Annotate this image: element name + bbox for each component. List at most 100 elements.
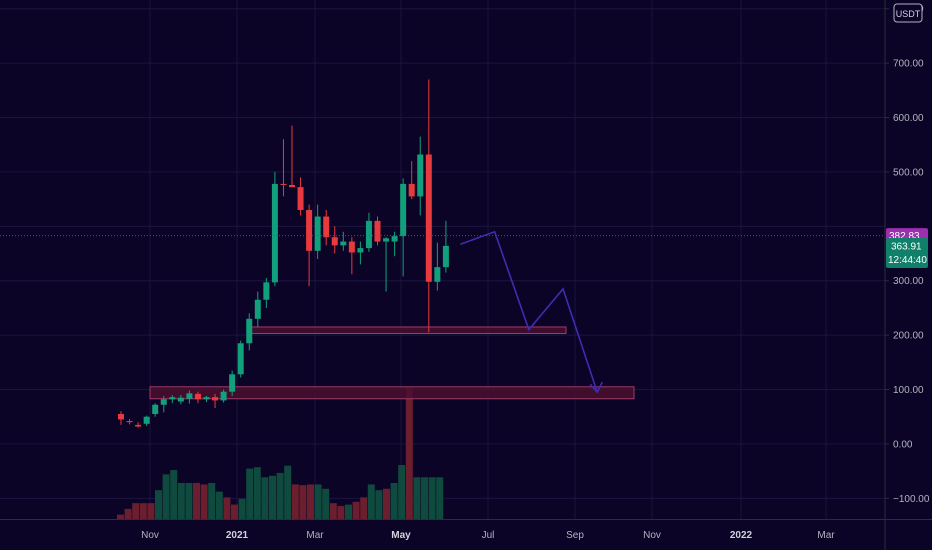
candle <box>306 204 313 287</box>
candle <box>400 178 407 277</box>
candle <box>340 231 347 251</box>
price-tick-label: −100.00 <box>893 494 930 505</box>
candle-body <box>263 282 270 300</box>
candle-body <box>434 267 441 282</box>
candle <box>254 291 261 327</box>
volume-bar <box>329 503 337 519</box>
support-zone <box>149 386 635 400</box>
candle-body <box>383 238 390 242</box>
volume-bar <box>147 503 155 519</box>
candle-body <box>212 397 219 401</box>
candle <box>152 403 159 417</box>
candle-body <box>271 183 278 283</box>
candle-body <box>194 393 201 400</box>
candle <box>263 278 270 308</box>
volume-bar <box>337 506 345 519</box>
candle-body <box>331 237 338 246</box>
candle <box>408 161 415 200</box>
candle <box>177 394 184 405</box>
projection-path[interactable] <box>460 230 599 393</box>
support-zone <box>246 326 567 334</box>
candle <box>323 210 330 246</box>
candle <box>374 216 381 246</box>
candle <box>118 411 124 425</box>
time-tick-label: 2022 <box>730 530 753 541</box>
time-tick-label: Sep <box>566 530 584 541</box>
candle <box>289 125 295 188</box>
candle-body <box>169 397 176 400</box>
candle <box>212 393 219 409</box>
candle-body <box>203 397 210 400</box>
price-unit-badge[interactable]: USDT <box>893 3 923 23</box>
countdown-label: 12:44:40 <box>888 255 927 266</box>
volume-bar <box>375 490 383 519</box>
last-price-label: 363.91 <box>891 241 922 252</box>
price-tick-label: 600.00 <box>893 113 924 124</box>
volume-bar <box>246 468 254 519</box>
candle-body <box>297 187 304 211</box>
candle <box>425 79 432 333</box>
time-tick-label: Nov <box>141 530 159 541</box>
candle-body <box>280 183 287 185</box>
candle <box>442 220 449 273</box>
candle <box>126 418 133 425</box>
volume-bar <box>177 483 185 519</box>
volume-bar <box>124 508 132 519</box>
candle-body <box>408 183 415 197</box>
volume-bar <box>314 484 322 519</box>
time-tick-label: Mar <box>817 530 835 541</box>
time-tick-label: Jul <box>482 530 495 541</box>
candle <box>391 231 398 257</box>
candle <box>271 171 278 287</box>
volume-bar <box>253 467 261 519</box>
candle <box>246 313 253 351</box>
candle <box>186 390 193 404</box>
time-tick-label: Mar <box>306 530 324 541</box>
volume-bar <box>269 475 276 519</box>
candle <box>331 226 338 254</box>
candle-body <box>314 216 321 251</box>
candle <box>365 212 372 252</box>
candle-body <box>357 248 364 253</box>
volume-bar <box>436 477 444 519</box>
candle <box>383 237 390 292</box>
volume-bar <box>223 497 231 519</box>
volume-bar <box>421 477 428 519</box>
marked-price-label: 382.83 <box>889 231 920 242</box>
candle-body <box>143 416 150 424</box>
candle-body <box>417 154 424 197</box>
last-price-badge: 363.91 12:44:40 <box>886 237 928 268</box>
volume-bar <box>428 477 436 519</box>
candle <box>357 241 364 265</box>
candle <box>417 136 424 216</box>
volume-bar <box>162 474 170 519</box>
volume-bar <box>215 491 223 519</box>
candle-body <box>254 299 261 319</box>
candle-body <box>126 421 133 423</box>
candle <box>237 340 244 378</box>
volume-bar <box>231 504 238 519</box>
candle <box>314 204 321 259</box>
candle-body <box>391 236 398 242</box>
price-unit-label: USDT <box>896 9 921 19</box>
candle <box>229 370 236 397</box>
candle <box>143 415 150 426</box>
volume-bar <box>299 485 307 519</box>
candle <box>280 139 287 197</box>
candle-body <box>237 343 244 375</box>
volume-bar <box>238 498 246 519</box>
time-axis[interactable]: Nov 2021 Mar May Jul Sep Nov 2022 Mar <box>141 530 835 541</box>
candle-body <box>348 241 355 253</box>
volume-bar <box>155 490 162 519</box>
volume-bar <box>390 483 398 519</box>
candle <box>348 237 355 275</box>
candle-body <box>442 245 449 268</box>
price-tick-label: 700.00 <box>893 59 924 70</box>
volume-bar <box>276 472 284 519</box>
volume-bar <box>170 470 178 519</box>
candle-body <box>135 424 142 427</box>
candle <box>220 389 227 403</box>
candle-body <box>220 391 227 401</box>
